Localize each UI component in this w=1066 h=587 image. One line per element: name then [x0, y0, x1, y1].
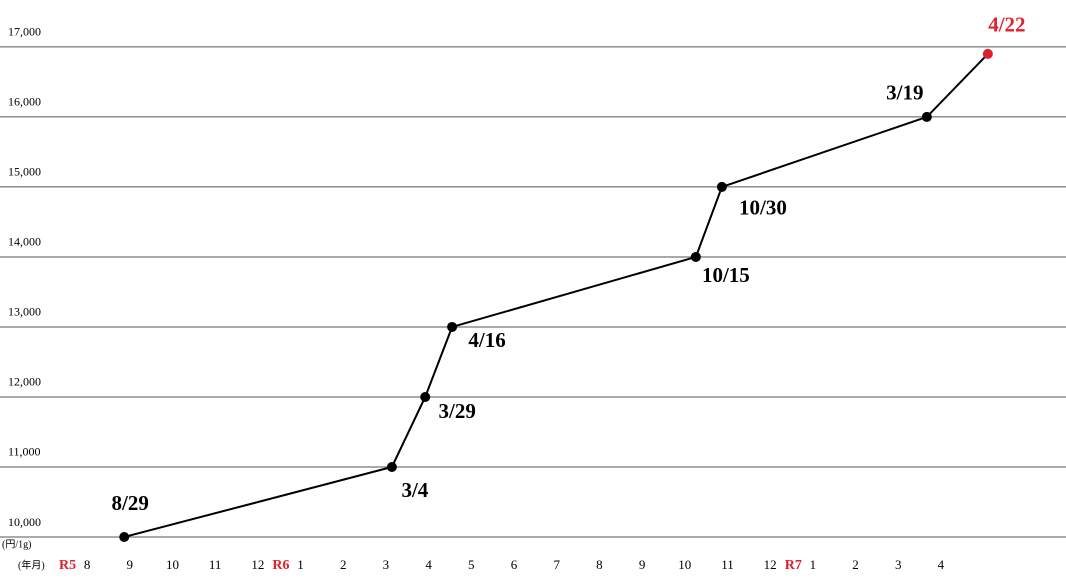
- point: [420, 391, 431, 402]
- x-tick-label: 9: [127, 557, 134, 572]
- year-label: R6: [272, 558, 289, 573]
- x-tick-label: 2: [852, 557, 859, 572]
- point-label: 10/15: [702, 263, 750, 287]
- x-tick-label: 11: [209, 557, 222, 572]
- x-unit: (年月): [18, 558, 45, 571]
- point: [447, 321, 458, 332]
- point-label: 8/29: [112, 491, 149, 515]
- x-tick-label: 10: [678, 557, 691, 572]
- point-label: 3/29: [439, 399, 476, 423]
- y-tick-label: 12,000: [8, 375, 41, 389]
- point: [716, 181, 727, 192]
- x-tick-label: 12: [251, 557, 264, 572]
- x-tick-label: 8: [596, 557, 603, 572]
- x-tick-label: 3: [383, 557, 390, 572]
- x-tick-label: 4: [938, 557, 945, 572]
- y-tick-label: 10,000: [8, 515, 41, 529]
- point: [386, 461, 397, 472]
- point-label: 3/4: [401, 478, 428, 502]
- line: [123, 53, 989, 538]
- x-tick-label: 2: [340, 557, 347, 572]
- point-label: 3/19: [886, 81, 923, 105]
- y-tick-label: 13,000: [8, 305, 41, 319]
- x-tick-label: 6: [511, 557, 518, 572]
- year-label: R7: [785, 558, 802, 573]
- point: [690, 251, 701, 262]
- x-tick-label: 8: [84, 557, 91, 572]
- x-tick-label: 11: [721, 557, 734, 572]
- y-tick-label: 11,000: [8, 445, 41, 459]
- x-tick-label: 10: [166, 557, 179, 572]
- point: [921, 111, 932, 122]
- x-tick-label: 3: [895, 557, 902, 572]
- x-tick-label: 4: [425, 557, 432, 572]
- y-unit: (円/1g): [2, 539, 31, 550]
- y-tick-label: 14,000: [8, 235, 41, 249]
- year-label: R5: [59, 558, 76, 573]
- x-tick-label: 12: [764, 557, 777, 572]
- point-label: 4/16: [468, 328, 505, 352]
- y-tick-label: 17,000: [8, 25, 41, 39]
- x-tick-label: 1: [297, 557, 304, 572]
- x-tick-label: 9: [639, 557, 646, 572]
- point-label: 10/30: [739, 196, 787, 220]
- point: [982, 48, 993, 59]
- y-tick-label: 16,000: [8, 95, 41, 109]
- x-tick-label: 1: [810, 557, 817, 572]
- x-tick-label: 7: [553, 557, 560, 572]
- x-tick-label: 5: [468, 557, 475, 572]
- point: [119, 532, 130, 542]
- y-tick-label: 15,000: [8, 165, 41, 179]
- point-label: 4/22: [988, 13, 1025, 37]
